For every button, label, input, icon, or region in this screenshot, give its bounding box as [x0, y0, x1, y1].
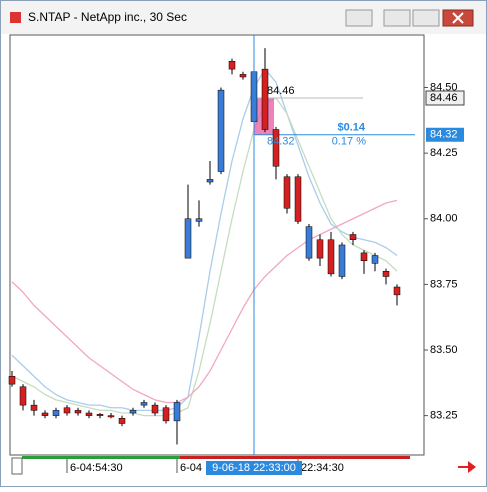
scroll-box[interactable] — [11, 457, 23, 475]
candle-body — [382, 271, 390, 277]
candle-body — [162, 407, 170, 422]
scroll-arrow[interactable] — [458, 461, 476, 473]
candle-body — [305, 226, 313, 259]
change-percent-label: 0.17 % — [332, 136, 366, 148]
y-tick-label: 84.25 — [430, 147, 458, 159]
maximize-button[interactable] — [412, 9, 440, 27]
y-tick-label: 84.50 — [430, 81, 458, 93]
timeline-red — [180, 456, 410, 459]
crosshair-time-label: 9-06-18 22:33:00 — [212, 462, 296, 474]
candle-body — [118, 418, 126, 424]
window-title: S.NTAP - NetApp inc., 30 Sec — [28, 10, 187, 24]
candle-body — [327, 239, 335, 275]
end-price-axis-label: 84.32 — [430, 129, 458, 141]
candle-body — [195, 218, 203, 222]
x-tick-label: 22:34:30 — [301, 462, 344, 474]
candle-body — [129, 410, 137, 414]
candle-body — [261, 68, 269, 130]
candle-body — [63, 407, 71, 414]
start-price-axis-label: 84.46 — [430, 92, 458, 104]
candle-body — [272, 129, 280, 167]
link-button[interactable] — [345, 9, 373, 27]
candle-body — [41, 412, 49, 416]
y-tick-label: 84.00 — [430, 213, 458, 225]
start-price-label: 84.46 — [267, 85, 295, 97]
candle-body — [360, 252, 368, 261]
candle-body — [8, 376, 16, 385]
app-icon — [10, 12, 21, 23]
candle-body — [30, 404, 38, 411]
candle-body — [151, 404, 159, 414]
candle-body — [393, 286, 401, 296]
x-tick-label: 6-04 — [180, 462, 202, 474]
candle-body — [338, 244, 346, 277]
close-icon — [452, 12, 464, 24]
candle-body — [107, 415, 115, 418]
candle-body — [96, 414, 104, 416]
change-label: $0.14 — [337, 122, 365, 134]
plot-area — [9, 34, 425, 456]
candle-body — [316, 239, 324, 259]
y-tick-label: 83.75 — [430, 278, 458, 290]
candle-body — [217, 89, 225, 172]
x-tick-label: 6-04:54:30 — [70, 462, 123, 474]
y-tick-label: 83.50 — [430, 344, 458, 356]
y-tick-label: 83.25 — [430, 410, 458, 422]
moving-average — [11, 97, 398, 417]
candle-body — [173, 402, 181, 422]
candle-body — [140, 402, 148, 406]
candle-body — [349, 234, 357, 240]
candle-body — [52, 410, 60, 416]
candle-body — [184, 218, 192, 259]
minimize-button[interactable] — [383, 9, 411, 27]
candle-body — [228, 61, 236, 70]
candle-body — [294, 176, 302, 222]
candle-body — [85, 412, 93, 416]
candle-body — [74, 410, 82, 414]
end-price-box — [426, 127, 464, 142]
timeline-green — [22, 456, 180, 459]
moving-average — [11, 199, 398, 404]
candle-body — [239, 74, 247, 78]
candle-body — [283, 176, 291, 209]
end-price-label: 84.32 — [267, 136, 295, 148]
moving-average — [11, 68, 398, 412]
candle-body — [206, 179, 214, 183]
start-price-box — [425, 90, 465, 106]
candle-body — [371, 255, 379, 264]
crosshair-time-box — [206, 461, 302, 475]
candle-body — [19, 386, 27, 406]
